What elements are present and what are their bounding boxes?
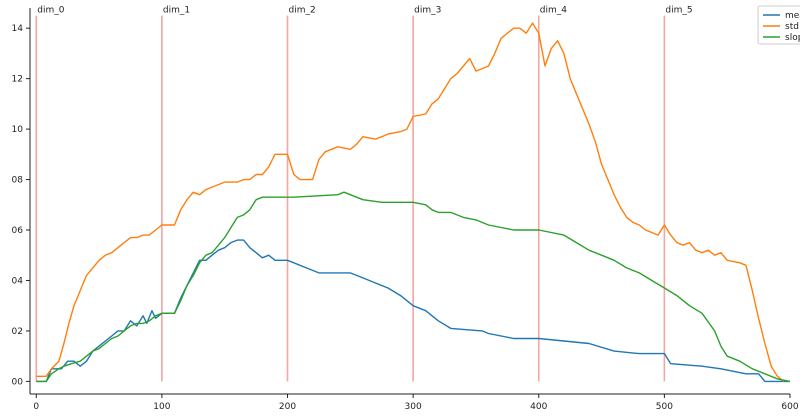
series-line-slop [36,191,791,383]
legend-label-std: std [785,22,799,32]
dim-label-3: dim_3 [414,6,441,16]
y-tick-label-0: 00 [12,377,24,387]
series-line-std [36,22,785,382]
y-tick-label-6: 12 [12,75,23,85]
x-tick-label-2: 200 [279,402,296,412]
dim-label-4: dim_4 [540,6,567,16]
axes: 0 100 200 300 400 500 600 00 02 04 06 08 10 12 14 [12,8,799,412]
y-tick-label-5: 10 [12,125,24,135]
x-tick-label-6: 600 [781,402,798,412]
dim-label-2: dim_2 [289,6,316,16]
x-tick-label-3: 300 [405,402,422,412]
dim-label-1: dim_1 [163,6,190,16]
dimension-marker-lines: dim_0 dim_1 dim_2 dim_3 dim_4 dim_5 [35,6,693,382]
x-tick-label-1: 100 [153,402,170,412]
y-tick-label-3: 06 [12,226,24,236]
legend: meastdslop [757,5,800,45]
y-tick-label-7: 14 [12,24,24,34]
y-tick-label-4: 08 [12,176,24,186]
legend-label-mea: mea [785,11,800,21]
legend-label-slop: slop [785,33,800,43]
y-tick-label-1: 02 [12,327,23,337]
y-tick-label-2: 04 [12,276,24,286]
x-tick-label-0: 0 [33,402,39,412]
dim-label-5: dim_5 [665,6,692,16]
x-tick-label-4: 400 [530,402,547,412]
series-lines [36,22,791,383]
dim-label-0: dim_0 [37,6,64,16]
x-tick-label-5: 500 [656,402,673,412]
series-line-mea [36,239,790,383]
